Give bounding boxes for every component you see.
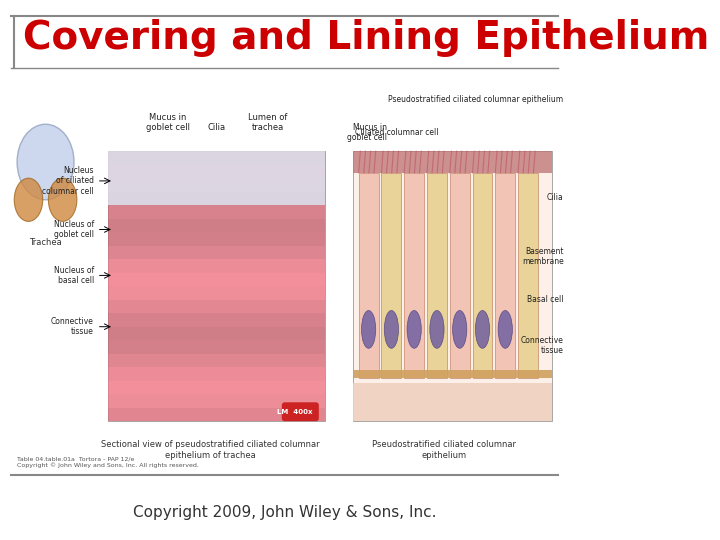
Text: Basal cell: Basal cell	[527, 295, 564, 304]
Bar	[108, 354, 325, 367]
Text: Covering and Lining Epithelium: Covering and Lining Epithelium	[23, 19, 709, 57]
Bar	[108, 205, 325, 219]
Ellipse shape	[361, 310, 376, 348]
Ellipse shape	[498, 310, 513, 348]
FancyBboxPatch shape	[17, 73, 552, 470]
Text: Copyright 2009, John Wiley & Sons, Inc.: Copyright 2009, John Wiley & Sons, Inc.	[133, 505, 436, 521]
Bar	[353, 370, 552, 378]
Text: Trachea: Trachea	[30, 238, 62, 247]
Bar	[108, 273, 325, 286]
FancyBboxPatch shape	[282, 402, 319, 421]
Text: Basement
membrane: Basement membrane	[522, 247, 564, 266]
Bar	[382, 173, 401, 378]
Ellipse shape	[407, 310, 421, 348]
Bar	[404, 173, 424, 378]
Ellipse shape	[453, 310, 467, 348]
Bar	[108, 232, 325, 246]
Bar	[108, 381, 325, 394]
Bar	[518, 173, 538, 378]
Text: Sectional view of pseudostratified ciliated columnar
epithelium of trachea: Sectional view of pseudostratified cilia…	[102, 440, 320, 460]
Ellipse shape	[48, 178, 77, 221]
Text: Connective
tissue: Connective tissue	[51, 317, 94, 336]
Bar	[495, 173, 516, 378]
Bar	[359, 173, 379, 378]
Text: Nucleus of
basal cell: Nucleus of basal cell	[54, 266, 94, 285]
Bar	[353, 151, 552, 173]
Text: Pseudostratified ciliated columnar
epithelium: Pseudostratified ciliated columnar epith…	[372, 440, 516, 460]
Bar	[472, 173, 492, 378]
Bar	[108, 246, 325, 259]
Bar	[108, 165, 325, 178]
Bar	[108, 151, 325, 165]
Text: Connective
tissue: Connective tissue	[521, 336, 564, 355]
Bar	[108, 151, 325, 205]
Bar	[108, 219, 325, 232]
Ellipse shape	[14, 178, 42, 221]
Text: Pseudostratified ciliated columnar epithelium: Pseudostratified ciliated columnar epith…	[389, 96, 564, 104]
Text: LM  400x: LM 400x	[276, 409, 312, 415]
Bar	[108, 286, 325, 300]
Bar	[450, 173, 469, 378]
Text: Lumen of
trachea: Lumen of trachea	[248, 113, 287, 132]
Bar	[108, 192, 325, 205]
Bar	[108, 394, 325, 408]
Text: Ciliated columnar cell: Ciliated columnar cell	[355, 128, 438, 137]
Ellipse shape	[475, 310, 490, 348]
Text: Cilia: Cilia	[547, 193, 564, 201]
Text: Mucus in
goblet cell: Mucus in goblet cell	[347, 123, 387, 142]
Bar	[353, 383, 552, 421]
Text: Table 04.table.01a  Tortora - PAP 12/e
Copyright © John Wiley and Sons, Inc. All: Table 04.table.01a Tortora - PAP 12/e Co…	[17, 456, 199, 468]
Bar	[353, 151, 552, 421]
Text: Mucus in
goblet cell: Mucus in goblet cell	[146, 113, 190, 132]
Text: Cilia: Cilia	[207, 123, 225, 132]
Bar	[108, 178, 325, 192]
Ellipse shape	[17, 124, 74, 200]
Ellipse shape	[384, 310, 398, 348]
Bar	[108, 408, 325, 421]
Text: Nucleus
of ciliated
columnar cell: Nucleus of ciliated columnar cell	[42, 166, 94, 196]
Bar	[108, 259, 325, 273]
Bar	[427, 173, 447, 378]
Text: Nucleus of
goblet cell: Nucleus of goblet cell	[54, 220, 94, 239]
Bar	[108, 327, 325, 340]
Bar	[108, 367, 325, 381]
Bar	[108, 340, 325, 354]
Ellipse shape	[430, 310, 444, 348]
Bar	[108, 151, 325, 421]
Bar	[108, 313, 325, 327]
Bar	[108, 300, 325, 313]
